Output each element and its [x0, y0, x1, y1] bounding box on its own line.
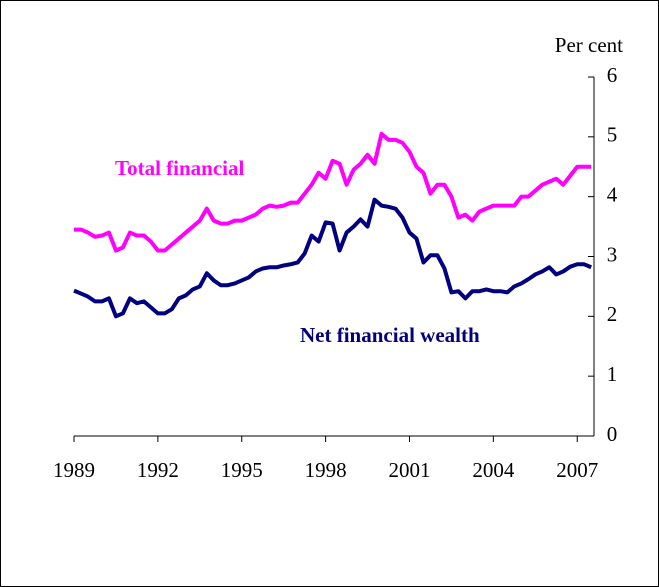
- y-tick-label: 3: [607, 242, 618, 266]
- annotation: Total financial: [115, 156, 244, 180]
- y-tick-label: 4: [607, 182, 618, 206]
- x-tick-label: 2004: [472, 458, 515, 482]
- y-tick-label: 6: [607, 63, 618, 87]
- x-tick-label: 1989: [53, 458, 95, 482]
- line: [73, 197, 592, 319]
- y-tick-label: 5: [607, 123, 618, 147]
- y-tick-label: 0: [607, 422, 618, 446]
- y-tick-label: 1: [607, 362, 618, 386]
- y-axis-label: Per cent: [555, 33, 623, 57]
- x-tick-label: 2001: [388, 458, 430, 482]
- x-tick-label: 1998: [305, 458, 347, 482]
- x-tick-label: 2007: [556, 458, 598, 482]
- x-tick-label: 1995: [221, 458, 263, 482]
- annotation: Net financial wealth: [300, 323, 480, 347]
- y-tick-label: 2: [607, 302, 618, 326]
- line: [74, 131, 592, 253]
- x-tick-label: 1992: [137, 458, 179, 482]
